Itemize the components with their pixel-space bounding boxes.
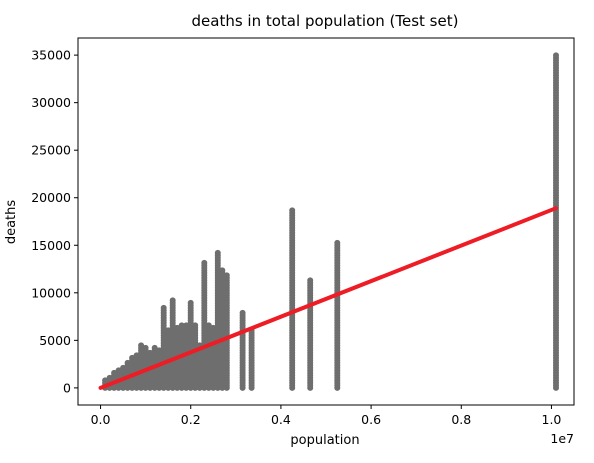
scatter-column [307, 277, 314, 391]
scatter-point [156, 347, 163, 354]
scatter-column [553, 52, 559, 391]
scatter-point [289, 207, 296, 214]
scatter-point [239, 309, 246, 316]
scatter-column [248, 327, 255, 391]
scatter-point [223, 272, 230, 279]
y-tick-label: 30000 [31, 95, 71, 110]
x-tick-label: 0.8 [451, 412, 471, 427]
regression-fit-line [98, 206, 558, 390]
plot-area-frame [77, 37, 575, 406]
scatter-point [178, 322, 185, 329]
scatter-point [147, 349, 154, 356]
scatter-point [120, 364, 127, 371]
x-tick-label: 0.6 [361, 412, 381, 427]
scatter-point [115, 367, 122, 374]
y-tick-label: 20000 [31, 190, 71, 205]
scatter-point [334, 239, 341, 246]
scatter-point [307, 277, 314, 284]
scatter-column [205, 322, 212, 391]
scatter-point [219, 267, 226, 274]
scatter-point [102, 377, 109, 384]
scatter-column [133, 352, 140, 391]
x-tick-label: 0.4 [271, 412, 291, 427]
scatter-column [169, 297, 176, 391]
y-axis-ticks: 0 5000 10000 15000 20000 25000 30000 35000 [31, 48, 78, 395]
scatter-point [205, 322, 212, 329]
scatter-point [160, 304, 167, 311]
scatter-column [219, 267, 226, 391]
y-tick-label: 25000 [31, 143, 71, 158]
chart-title: deaths in total population (Test set) [192, 12, 459, 30]
scatter-point [169, 297, 176, 304]
x-axis-ticks: 0.0 0.2 0.4 0.6 0.8 1.0 [91, 405, 562, 427]
scatter-column [165, 327, 172, 391]
scatter-points [102, 52, 559, 391]
y-tick-label: 15000 [31, 238, 71, 253]
y-tick-label: 35000 [31, 48, 71, 63]
scatter-point [553, 52, 559, 59]
x-tick-label: 1.0 [542, 412, 562, 427]
x-axis-offset-label: 1e7 [550, 431, 574, 446]
scatter-point [210, 324, 217, 331]
scatter-column [138, 342, 145, 391]
x-tick-label: 0.2 [181, 412, 201, 427]
scatter-point [111, 369, 118, 376]
scatter-point [192, 322, 199, 329]
scatter-point [214, 249, 221, 256]
y-axis-label: deaths [4, 200, 19, 245]
scatter-column [334, 239, 341, 391]
scatter-column [289, 207, 296, 391]
scatter-column [223, 272, 230, 391]
y-tick-label: 5000 [39, 333, 71, 348]
scatter-column [160, 304, 167, 391]
scatter-point [151, 344, 158, 351]
scatter-column [196, 342, 203, 391]
scatter-column [129, 354, 136, 391]
scatter-point [138, 342, 145, 349]
scatter-point [133, 352, 140, 359]
scatter-column [147, 349, 154, 391]
scatter-column [187, 299, 194, 391]
scatter-point [174, 324, 181, 331]
scatter-column [239, 309, 246, 391]
scatter-point [183, 322, 190, 329]
y-tick-label: 0 [63, 380, 71, 395]
scatter-point [106, 374, 113, 381]
scatter-point [187, 299, 194, 306]
scatter-point [142, 344, 149, 351]
scatter-point [165, 327, 172, 334]
scatter-column [192, 322, 199, 391]
y-tick-label: 10000 [31, 285, 71, 300]
scatter-point [124, 359, 131, 366]
x-tick-label: 0.0 [91, 412, 111, 427]
x-axis-label: population [290, 433, 359, 448]
scatter-point [201, 259, 208, 266]
scatter-point [129, 354, 136, 361]
